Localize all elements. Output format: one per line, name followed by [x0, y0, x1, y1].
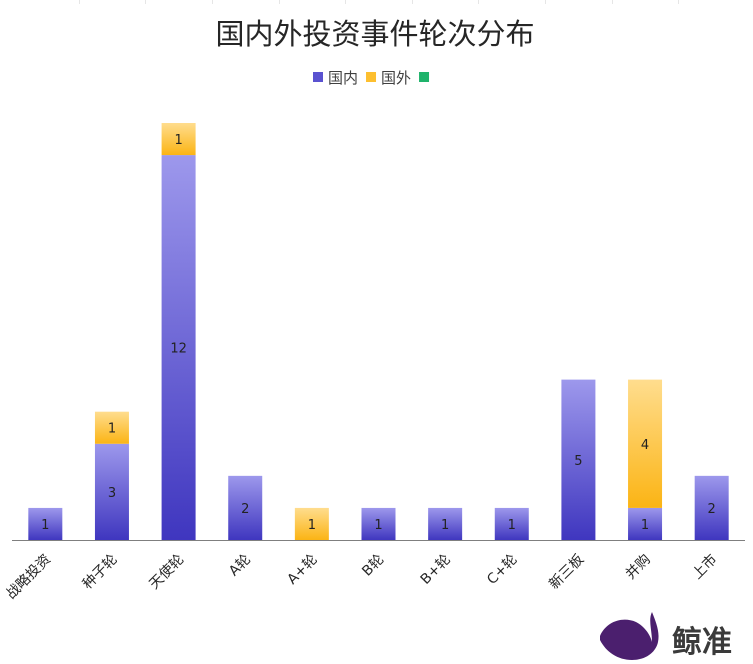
bar-value-label: 2 [241, 502, 249, 517]
x-tick-labels: 战略投资 种子轮 天使轮 A轮 A+轮 B轮 B+轮 C+轮 新三板 并购 上市 [3, 551, 720, 603]
x-tick-label: B+轮 [418, 552, 454, 588]
x-tick-label: C+轮 [484, 552, 520, 588]
bar-segment [628, 507, 663, 540]
x-tick-label: 新三板 [546, 552, 587, 593]
brand-logo: 鲸准 [600, 612, 732, 660]
bar-segment [161, 123, 196, 156]
x-tick-label: A+轮 [284, 552, 320, 588]
bar-value-label: 4 [641, 438, 649, 453]
x-tick-label: 天使轮 [146, 551, 188, 593]
bar-value-label: 2 [708, 502, 716, 517]
bar-value-label: 3 [108, 486, 116, 501]
bar-value-label: 1 [108, 422, 116, 437]
bar-segment [561, 379, 596, 540]
bar-segment [428, 507, 463, 540]
bar-value-label: 1 [508, 518, 516, 533]
bar-value-label: 1 [174, 133, 182, 148]
legend-label: 国外 [381, 69, 411, 87]
bar-segment [161, 155, 196, 541]
x-tick-label: 上市 [689, 551, 721, 583]
chart-title: 国内外投资事件轮次分布 [215, 17, 534, 51]
bar-value-label: 1 [308, 518, 316, 533]
bar-value-label: 1 [41, 518, 49, 533]
bar-segment [361, 507, 396, 540]
legend: 国内 国外 [313, 69, 430, 87]
legend-item: 国外 [366, 69, 411, 87]
bar-value-label: 1 [641, 518, 649, 533]
bar-segment [228, 475, 263, 540]
bar-segment [94, 411, 129, 444]
bar-value-label: 1 [441, 518, 449, 533]
bar-segment [694, 475, 729, 540]
bar-value-label: 1 [374, 518, 382, 533]
legend-item [419, 72, 430, 82]
legend-swatch [419, 72, 430, 82]
x-tick-label: 战略投资 [3, 552, 54, 603]
whale-icon [600, 612, 659, 660]
bar-segment [494, 507, 529, 540]
legend-item: 国内 [313, 69, 358, 87]
bar-value-label: 12 [170, 342, 187, 357]
x-tick-label: 并购 [623, 552, 654, 583]
bar-value-label: 5 [574, 454, 582, 469]
x-tick-label: 种子轮 [80, 552, 121, 593]
bar-segment [628, 379, 663, 508]
bar-segment [94, 443, 129, 540]
vertical-gridlines [79, 0, 679, 4]
bar-segment [28, 507, 63, 540]
brand-name: 鲸准 [672, 625, 732, 660]
legend-label: 国内 [328, 69, 358, 87]
legend-swatch [366, 72, 377, 82]
x-tick-label: B轮 [359, 552, 387, 580]
legend-swatch [313, 72, 323, 82]
x-tick-label: A轮 [226, 552, 254, 580]
bar-segment [294, 507, 329, 540]
